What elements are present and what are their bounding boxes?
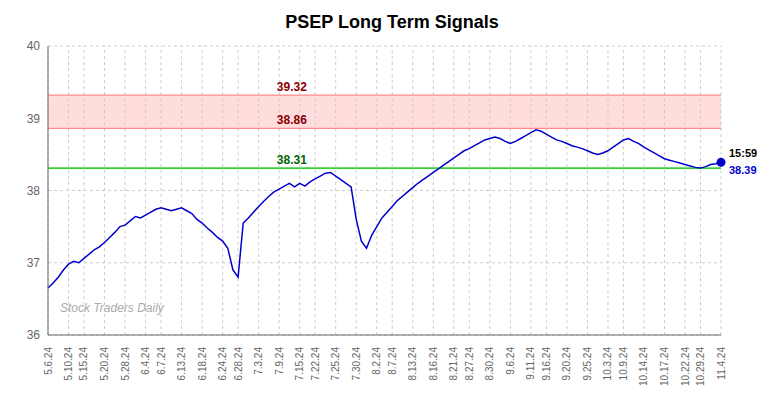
svg-text:5.20.24: 5.20.24 (99, 347, 110, 381)
svg-text:8.7.24: 8.7.24 (387, 347, 398, 375)
svg-text:11.4.24: 11.4.24 (716, 347, 727, 380)
svg-text:39: 39 (27, 112, 41, 126)
svg-text:7.3.24: 7.3.24 (253, 347, 264, 375)
svg-text:6.24.24: 6.24.24 (217, 347, 228, 381)
svg-text:5.6.24: 5.6.24 (43, 347, 54, 375)
svg-text:8.16.24: 8.16.24 (428, 347, 439, 381)
svg-text:10.17.24: 10.17.24 (659, 347, 670, 386)
svg-text:8.2.24: 8.2.24 (371, 347, 382, 375)
svg-text:5.15.24: 5.15.24 (78, 347, 89, 381)
svg-text:7.9.24: 7.9.24 (274, 347, 285, 375)
svg-text:6.13.24: 6.13.24 (176, 347, 187, 381)
svg-text:8.30.24: 8.30.24 (484, 347, 495, 381)
svg-text:15:59: 15:59 (729, 147, 757, 159)
svg-text:38.86: 38.86 (277, 113, 307, 127)
svg-text:10.22.24: 10.22.24 (680, 347, 691, 386)
svg-text:7.25.24: 7.25.24 (330, 347, 341, 381)
svg-text:38: 38 (27, 184, 41, 198)
svg-text:9.25.24: 9.25.24 (582, 347, 593, 381)
svg-text:10.29.24: 10.29.24 (695, 347, 706, 386)
svg-text:40: 40 (27, 39, 41, 53)
svg-text:6.4.24: 6.4.24 (140, 347, 151, 375)
svg-text:8.13.24: 8.13.24 (407, 347, 418, 381)
svg-text:8.27.24: 8.27.24 (464, 347, 475, 381)
svg-text:8.21.24: 8.21.24 (448, 347, 459, 381)
svg-text:5.28.24: 5.28.24 (120, 347, 131, 381)
svg-text:7.30.24: 7.30.24 (351, 347, 362, 381)
svg-text:7.15.24: 7.15.24 (294, 347, 305, 381)
svg-text:6.7.24: 6.7.24 (156, 347, 167, 375)
svg-text:7.22.24: 7.22.24 (310, 347, 321, 381)
svg-text:10.3.24: 10.3.24 (602, 347, 613, 381)
svg-text:38.31: 38.31 (277, 153, 307, 167)
svg-text:37: 37 (27, 256, 41, 270)
svg-text:5.10.24: 5.10.24 (63, 347, 74, 381)
svg-text:9.20.24: 9.20.24 (561, 347, 572, 381)
svg-text:9.11.24: 9.11.24 (525, 347, 536, 380)
svg-text:9.6.24: 9.6.24 (505, 347, 516, 375)
svg-text:6.18.24: 6.18.24 (197, 347, 208, 381)
html-text:Stock Traders Daily: Stock Traders Daily (60, 301, 164, 315)
svg-text:10.9.24: 10.9.24 (618, 347, 629, 381)
svg-text:9.16.24: 9.16.24 (541, 347, 552, 381)
svg-text:39.32: 39.32 (277, 80, 307, 94)
svg-text:38.39: 38.39 (729, 164, 757, 176)
svg-text:10.14.24: 10.14.24 (638, 347, 649, 386)
html-text:PSEP Long Term Signals: PSEP Long Term Signals (285, 12, 499, 32)
svg-text:6.28.24: 6.28.24 (233, 347, 244, 381)
svg-text:36: 36 (27, 328, 41, 342)
